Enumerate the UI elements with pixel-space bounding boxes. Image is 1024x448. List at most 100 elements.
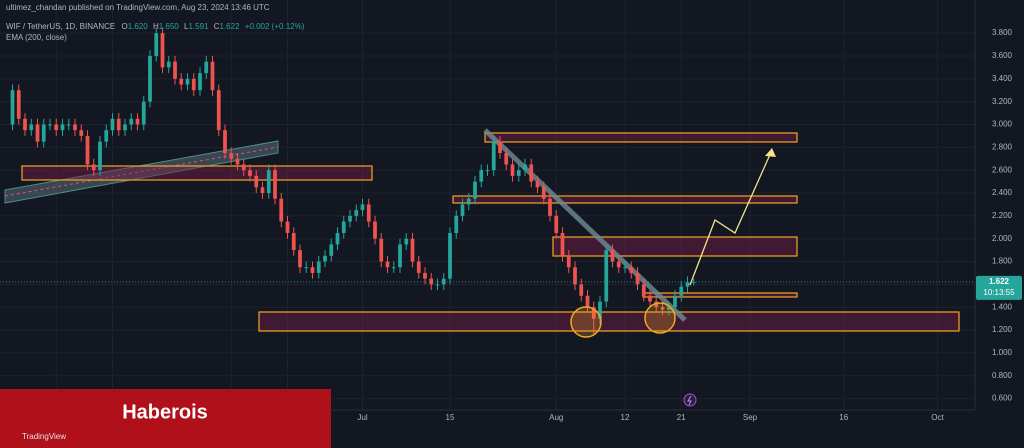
candle-body (660, 307, 665, 310)
candle-body (154, 33, 159, 56)
candle-body (585, 295, 590, 308)
candle-body (91, 164, 96, 171)
y-tick-label: 3.400 (992, 74, 1013, 83)
candle-body (104, 130, 109, 142)
trendline (483, 128, 687, 322)
candle-body (204, 61, 209, 74)
candle-body (423, 272, 427, 279)
candle-body (666, 307, 671, 310)
candle-body (379, 238, 384, 262)
candle-body (548, 198, 552, 216)
candle-body (285, 221, 290, 233)
candle-body (635, 272, 640, 285)
candle-body (360, 204, 365, 211)
symbol-legend: WIF / TetherUS, 1D, BINANCE O1.620 H1.65… (6, 22, 305, 31)
highlight-circle (570, 306, 602, 338)
candle-body (173, 61, 177, 79)
candle-body (41, 124, 46, 142)
x-tick-label: 16 (839, 413, 848, 422)
y-tick-label: 3.600 (992, 51, 1013, 60)
candle-body (223, 130, 227, 154)
candle-body (504, 153, 509, 165)
symbol: WIF / TetherUS, 1D, BINANCE (6, 22, 115, 31)
quote-value: 1.620 (128, 22, 149, 31)
candle-body (191, 78, 196, 91)
candle-body (529, 164, 534, 182)
candle-body (98, 141, 102, 171)
candle-body (198, 73, 202, 91)
candle-body (441, 278, 446, 285)
candle-body (54, 124, 59, 131)
y-tick-label: 1.800 (992, 257, 1013, 266)
zone (552, 236, 798, 257)
candle-body (316, 261, 321, 273)
banner-text: Haberois (122, 401, 208, 423)
candle-body (591, 307, 596, 319)
candle-body (641, 284, 646, 296)
quote-key: C (214, 22, 220, 31)
y-tick-label: 0.800 (992, 371, 1013, 380)
candle-body (254, 175, 259, 188)
candle-body (554, 215, 559, 233)
candle-body (516, 170, 521, 176)
candle-body (373, 221, 377, 239)
candle-body (148, 55, 152, 102)
candle-body (366, 204, 371, 222)
candle-body (179, 78, 184, 85)
candle-body (304, 267, 309, 269)
candle-body (485, 170, 490, 172)
candle-body (691, 281, 696, 283)
candle-body (273, 170, 277, 199)
candle-body (241, 164, 246, 171)
candle-body (66, 124, 71, 126)
x-tick-label: Aug (549, 413, 563, 422)
candle-body (348, 215, 352, 222)
candle-body (460, 204, 465, 216)
zone (642, 292, 798, 298)
zone (21, 165, 373, 181)
candle-body (60, 124, 65, 131)
price-axis (975, 0, 1024, 448)
countdown-label: 10:13:55 (983, 288, 1015, 297)
author-line: ultimez_chandan published on TradingView… (6, 3, 270, 12)
y-tick-label: 3.000 (992, 120, 1013, 129)
y-tick-label: 1.000 (992, 348, 1013, 357)
y-tick-label: 3.200 (992, 97, 1013, 106)
channel-midline (4, 146, 279, 197)
candle-body (541, 187, 546, 199)
quote-key: H (153, 22, 159, 31)
candle-body (498, 141, 502, 154)
quote-key: L (184, 22, 189, 31)
candle-body (466, 198, 471, 205)
overlays (570, 148, 776, 338)
candle-body (566, 255, 571, 268)
candle-body (298, 250, 302, 268)
candle-body (598, 301, 602, 319)
candle-body (110, 118, 115, 131)
y-tick-label: 2.600 (992, 165, 1013, 174)
candle-body (229, 153, 234, 159)
x-tick-label: 21 (677, 413, 686, 422)
candle-body (16, 90, 21, 119)
banner (0, 389, 331, 448)
candle-body (473, 181, 477, 199)
candle-body (48, 124, 52, 126)
quote-value: 1.650 (159, 22, 180, 31)
candle-body (260, 187, 265, 194)
candle-body (166, 61, 171, 68)
x-tick-label: 12 (621, 413, 630, 422)
x-tick-label: Jul (357, 413, 367, 422)
candle-body (210, 61, 215, 91)
candle-body (310, 267, 315, 273)
candle-body (673, 295, 677, 308)
candle-body (573, 267, 577, 285)
candle-body (535, 181, 540, 188)
candle-body (235, 158, 240, 165)
candle-body (323, 255, 327, 262)
candle-body (491, 141, 496, 171)
candle-body (266, 170, 271, 194)
candle-body (160, 33, 165, 68)
x-tick-label: Sep (743, 413, 758, 422)
candle-body (335, 232, 340, 245)
